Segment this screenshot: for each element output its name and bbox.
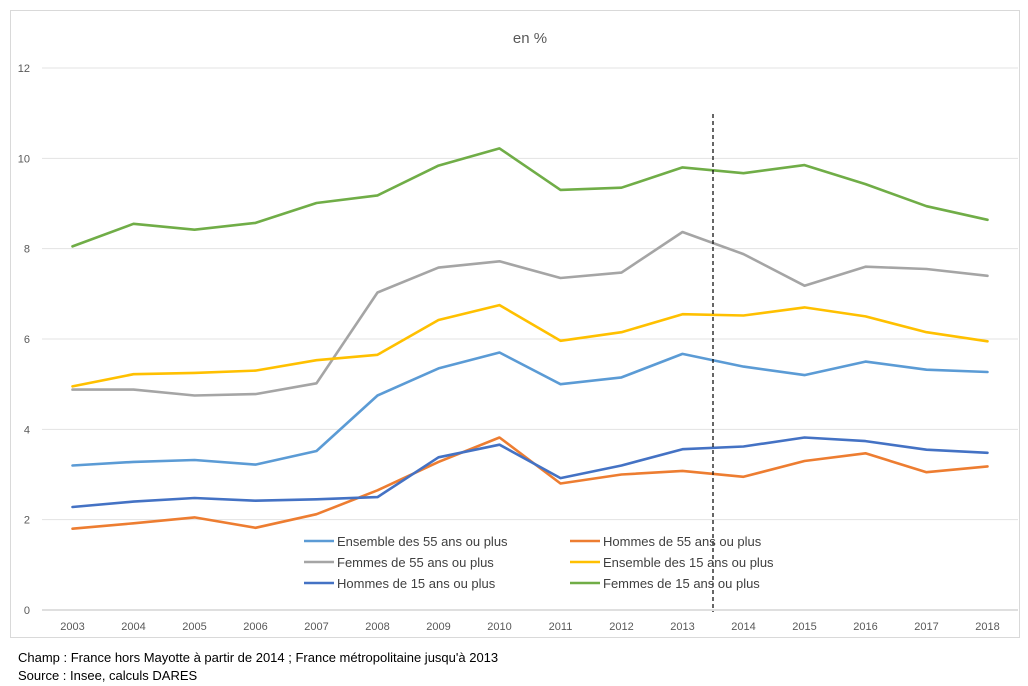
x-tick-label: 2004 xyxy=(121,621,145,633)
x-tick-label: 2013 xyxy=(670,621,694,633)
legend-label: Ensemble des 15 ans ou plus xyxy=(603,555,774,570)
y-tick-label: 6 xyxy=(24,334,30,346)
y-tick-label: 8 xyxy=(24,244,30,256)
y-tick-label: 12 xyxy=(18,63,30,75)
series-line xyxy=(71,230,989,397)
y-tick-label: 4 xyxy=(24,424,30,436)
series-line xyxy=(71,436,989,509)
legend-label: Hommes de 55 ans ou plus xyxy=(603,534,762,549)
x-tick-label: 2003 xyxy=(60,621,84,633)
x-tick-label: 2006 xyxy=(243,621,267,633)
x-tick-label: 2007 xyxy=(304,621,328,633)
x-tick-label: 2011 xyxy=(549,621,573,633)
series-line xyxy=(71,303,989,388)
y-tick-label: 0 xyxy=(24,605,30,617)
x-tick-label: 2018 xyxy=(975,621,999,633)
x-tick-label: 2012 xyxy=(609,621,633,633)
y-tick-label: 10 xyxy=(18,153,30,165)
series-line xyxy=(71,147,989,248)
chart-area xyxy=(10,10,1020,638)
x-tick-label: 2016 xyxy=(853,621,877,633)
scope-note: Champ : France hors Mayotte à partir de … xyxy=(18,650,499,665)
x-tick-label: 2015 xyxy=(792,621,816,633)
x-tick-label: 2009 xyxy=(426,621,450,633)
y-tick-label: 2 xyxy=(24,515,30,527)
legend-label: Hommes de 15 ans ou plus xyxy=(337,576,496,591)
legend-label: Femmes de 15 ans ou plus xyxy=(603,576,760,591)
legend-label: Ensemble des 55 ans ou plus xyxy=(337,534,508,549)
x-tick-label: 2010 xyxy=(487,621,511,633)
x-tick-label: 2005 xyxy=(182,621,206,633)
legend-label: Femmes de 55 ans ou plus xyxy=(337,555,494,570)
chart-title: en % xyxy=(513,30,547,47)
source-note: Source : Insee, calculs DARES xyxy=(18,668,198,683)
series-line xyxy=(71,436,989,531)
x-tick-label: 2008 xyxy=(365,621,389,633)
series-line xyxy=(71,351,989,467)
x-tick-label: 2017 xyxy=(914,621,938,633)
x-tick-label: 2014 xyxy=(731,621,755,633)
